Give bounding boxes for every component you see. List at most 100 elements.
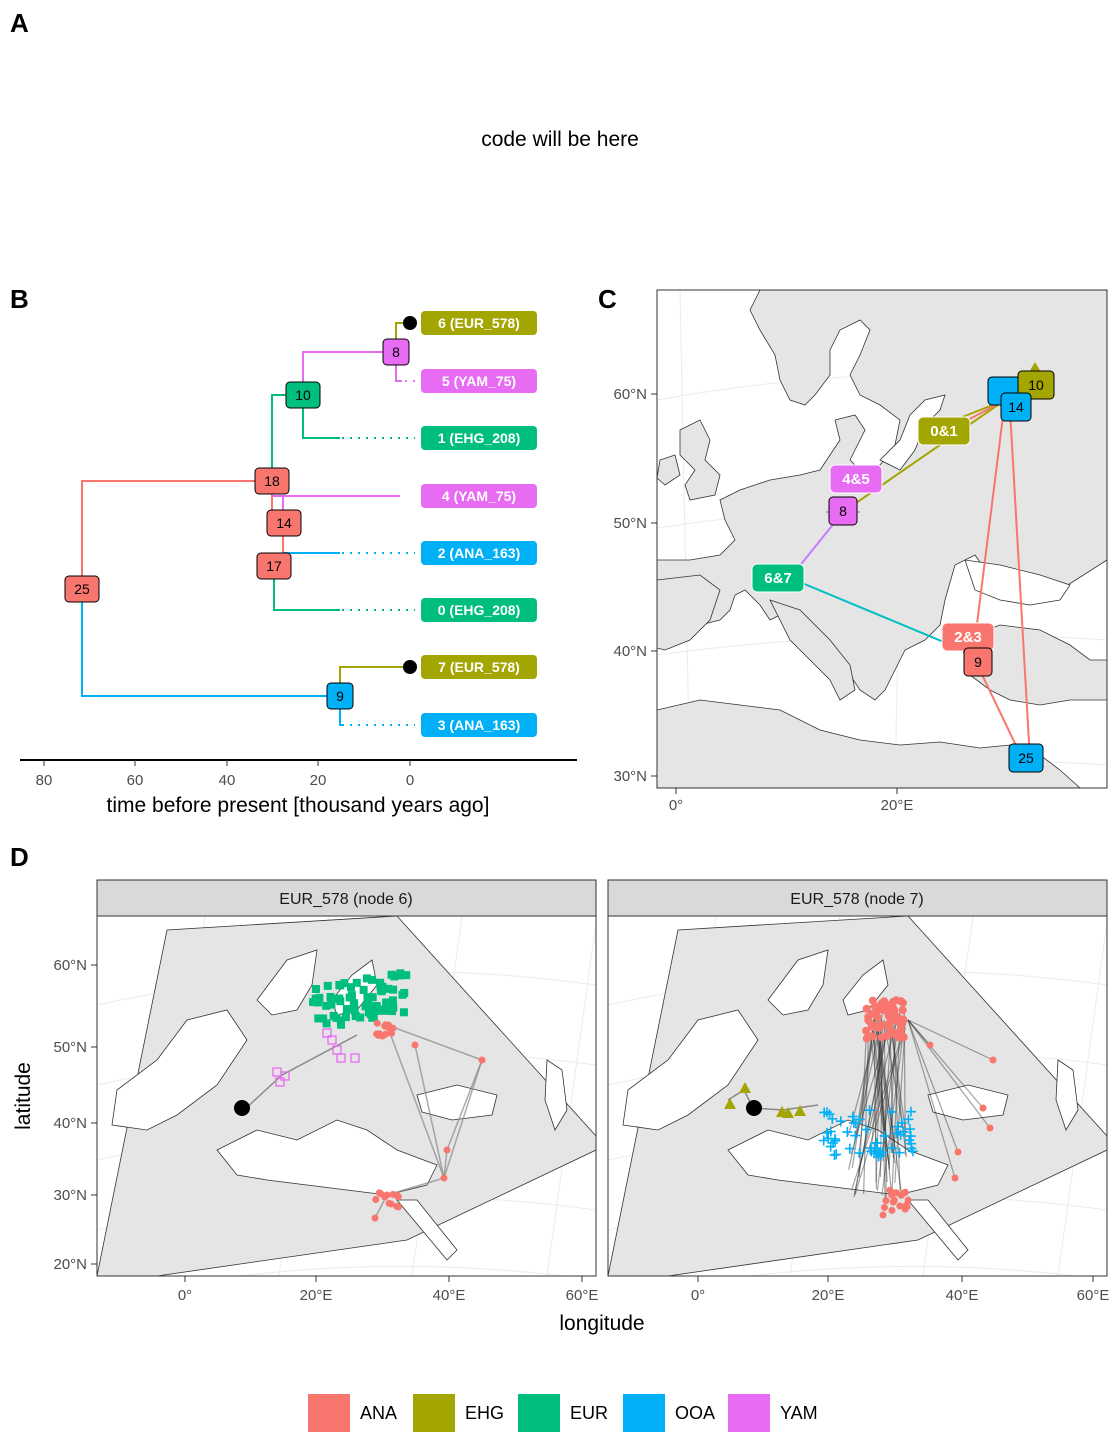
ooa-point [886, 1143, 897, 1154]
eur-point [313, 998, 322, 1007]
eur-point [309, 998, 318, 1007]
ana-point [373, 1019, 381, 1027]
eur-point [396, 971, 405, 980]
panel-d: D EUR_578 (node 6) EUR_578 (node 7) 60°N… [10, 842, 1109, 1335]
ana-point [894, 1033, 903, 1042]
sample-point-tip6 [403, 316, 417, 330]
time-tick-label: 40 [219, 772, 236, 789]
line-ana-3 [1009, 409, 1031, 761]
ooa-point [891, 1128, 902, 1139]
branch-10-8 [302, 351, 396, 395]
facet-black-sea [416, 1084, 498, 1121]
eur-point [361, 1002, 370, 1011]
ana-point [440, 1174, 448, 1182]
eur-point [389, 985, 398, 994]
facet-ytick-label: 60°N [53, 957, 87, 974]
ana-point [381, 1030, 389, 1038]
eur-point [319, 1014, 328, 1023]
legend-label: OOA [675, 1403, 715, 1423]
ana-point [877, 1020, 886, 1029]
panel-letter-c: C [598, 284, 617, 314]
facet-ytick-label: 40°N [53, 1115, 87, 1132]
legend-label: YAM [780, 1403, 818, 1423]
node-label-text: 10 [295, 387, 311, 403]
ana-point [877, 999, 886, 1008]
branch-10-tip1 [302, 395, 340, 439]
map-c-node-text: 25 [1018, 750, 1034, 766]
eur-point [322, 1001, 331, 1010]
tip-label-5: 0 (EHG_208) [421, 598, 537, 622]
eur-point [382, 998, 391, 1007]
eur-point [372, 1001, 381, 1010]
node-label-8: 8 [382, 338, 410, 366]
legend-label: ANA [360, 1403, 397, 1423]
tip-label-7: 3 (ANA_163) [421, 713, 537, 737]
eur-point [350, 1006, 359, 1015]
ooa-point [905, 1131, 916, 1142]
facet-xtick-label: 60°E [1077, 1287, 1110, 1304]
node-label-14: 14 [266, 509, 302, 537]
eur-point [341, 1013, 350, 1022]
map-c-frame [656, 289, 1108, 789]
legend-swatch [728, 1394, 770, 1432]
tip-label-text: 2 (ANA_163) [438, 545, 520, 561]
ana-point [886, 1005, 895, 1014]
ooa-point [903, 1114, 914, 1125]
branch-25-18 [81, 480, 272, 589]
tip-label-text: 3 (ANA_163) [438, 717, 520, 733]
pair-label-text: 6&7 [764, 570, 792, 587]
eur-point [340, 979, 349, 988]
eur-point [368, 975, 377, 984]
eur-point [372, 1006, 381, 1015]
tip-label-3: 4 (YAM_75) [421, 484, 537, 508]
ana-point [866, 1032, 875, 1041]
eur-point [311, 984, 320, 993]
eur-point [352, 978, 361, 987]
legend-swatch [413, 1394, 455, 1432]
map-c-node-14: 14 [1000, 392, 1032, 422]
facet-caspian [544, 1059, 568, 1131]
tree-tip-labels: 6 (EUR_578) 5 (YAM_75) 1 (EHG_208) 4 (YAM_7… [421, 311, 537, 737]
eur-point [368, 993, 377, 1002]
facet-ytick-label: 50°N [53, 1039, 87, 1056]
ana-point [478, 1056, 486, 1064]
map-c-baltic [879, 394, 946, 471]
eur-point [388, 996, 397, 1005]
ooa-point [844, 1143, 855, 1154]
facet-2-frame [607, 915, 1108, 1277]
ana-point [888, 1206, 896, 1214]
eur-point [388, 1007, 397, 1016]
tip-label-text: 5 (YAM_75) [442, 373, 516, 389]
eur-point [327, 1000, 336, 1009]
tree-branches [81, 322, 410, 726]
facet-baltic [842, 959, 889, 1016]
panel-b: B [10, 284, 577, 817]
ana-point [862, 1026, 871, 1035]
facet-land-area [608, 916, 1107, 1276]
map-c-node-text: 9 [974, 654, 982, 670]
time-axis-title: time before present [thousand years ago] [107, 794, 490, 817]
ooa-point [854, 1148, 865, 1159]
eur-point [376, 985, 385, 994]
ana-point [394, 1203, 402, 1211]
eur-point [345, 993, 354, 1002]
ana-point [897, 1025, 906, 1034]
panel-c: C [598, 284, 1108, 814]
legend-swatch [623, 1394, 665, 1432]
eur-point [337, 1020, 346, 1029]
ana-point [882, 1197, 890, 1205]
facet-strip-1-label: EUR_578 (node 6) [279, 891, 412, 908]
ana-point [926, 1041, 934, 1049]
ana-point [880, 1204, 888, 1212]
pair-label-text: 4&5 [842, 471, 870, 488]
facet-xtick-label: 20°E [812, 1287, 845, 1304]
ooa-point [827, 1113, 838, 1124]
facet-xtick-label: 0° [178, 1287, 192, 1304]
yam-point [280, 1071, 290, 1081]
ooa-point [871, 1138, 882, 1149]
ana-point [886, 1012, 895, 1021]
eur-point [351, 1012, 360, 1021]
ooa-point [818, 1135, 829, 1146]
tip-label-0: 6 (EUR_578) [421, 311, 537, 335]
